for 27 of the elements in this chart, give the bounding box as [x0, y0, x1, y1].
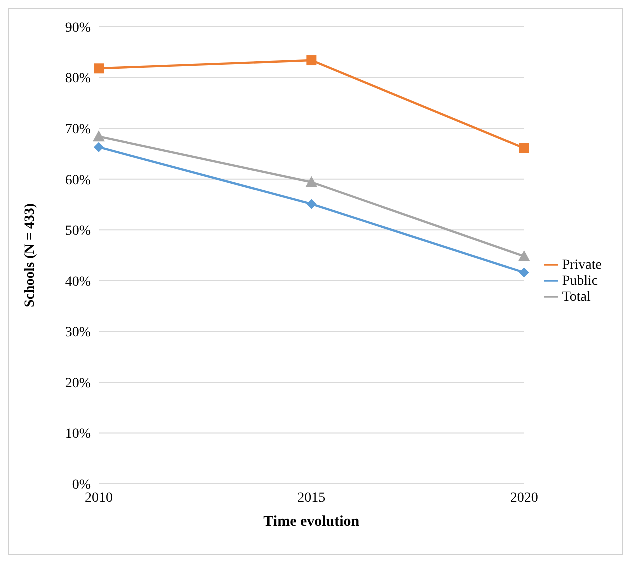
legend-label: Private	[562, 258, 602, 272]
y-tick-label: 10%	[65, 427, 92, 442]
y-tick-label: 20%	[65, 376, 92, 392]
y-tick-label: 50%	[65, 224, 92, 240]
point	[94, 64, 104, 74]
point	[94, 142, 104, 152]
y-tick-label: 30%	[65, 326, 92, 341]
y-axis-title: Schools (N = 433)	[22, 203, 38, 308]
y-tick-label: 80%	[65, 72, 92, 87]
y-tick-label: 40%	[65, 274, 92, 290]
y-tick-label: 90%	[65, 20, 92, 36]
x-tick-label: 2010	[85, 490, 113, 506]
y-tick-label: 0%	[72, 478, 92, 493]
point	[306, 56, 317, 66]
point	[519, 143, 530, 154]
y-tick-label: 60%	[65, 173, 92, 188]
point	[306, 176, 318, 188]
x-tick-label: 2015	[298, 490, 326, 506]
point	[518, 250, 530, 262]
x-axis-title: Time evolution	[264, 514, 360, 530]
x-tick-label: 2020	[510, 490, 538, 506]
legend-label: Total	[562, 290, 591, 304]
point	[306, 199, 317, 210]
point	[519, 268, 530, 278]
point	[93, 130, 105, 142]
legend-label: Public	[562, 274, 598, 288]
y-tick-label: 70%	[65, 122, 92, 138]
